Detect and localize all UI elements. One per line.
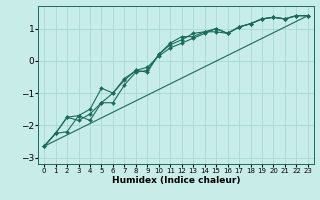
X-axis label: Humidex (Indice chaleur): Humidex (Indice chaleur) bbox=[112, 176, 240, 185]
